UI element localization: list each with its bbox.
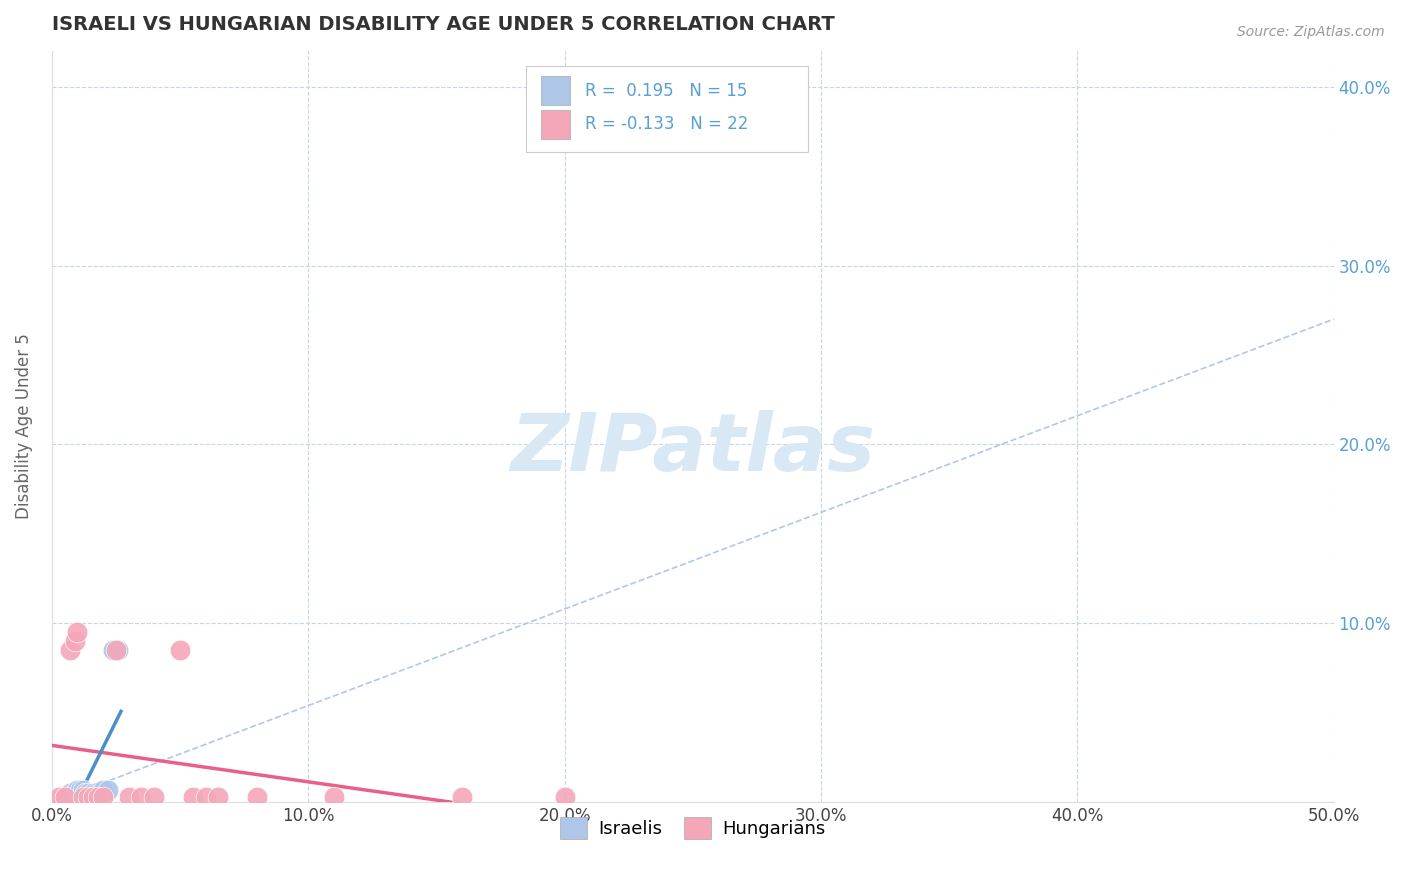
- Point: [72, 782, 94, 797]
- Point: [48, 789, 70, 804]
- Y-axis label: Disability Age Under 5: Disability Age Under 5: [15, 334, 32, 519]
- Point: [169, 643, 191, 657]
- Point: [53, 789, 76, 804]
- Point: [87, 784, 110, 798]
- Point: [107, 643, 129, 657]
- Point: [82, 789, 104, 804]
- Point: [194, 789, 217, 804]
- Point: [553, 789, 575, 804]
- Point: [66, 625, 89, 640]
- Point: [69, 782, 91, 797]
- Point: [59, 643, 82, 657]
- Point: [91, 782, 114, 797]
- Point: [72, 789, 94, 804]
- Point: [59, 786, 82, 800]
- Point: [143, 789, 166, 804]
- Point: [207, 789, 229, 804]
- Point: [76, 786, 98, 800]
- FancyBboxPatch shape: [541, 77, 569, 105]
- Point: [246, 789, 269, 804]
- Point: [322, 789, 344, 804]
- Point: [75, 786, 97, 800]
- Text: ZIPatlas: ZIPatlas: [510, 410, 875, 488]
- FancyBboxPatch shape: [541, 111, 569, 139]
- Point: [53, 789, 76, 804]
- Point: [104, 643, 127, 657]
- Text: R =  0.195   N = 15: R = 0.195 N = 15: [585, 82, 748, 100]
- Point: [76, 789, 98, 804]
- Text: Source: ZipAtlas.com: Source: ZipAtlas.com: [1237, 25, 1385, 39]
- Point: [82, 786, 104, 800]
- Point: [89, 786, 111, 800]
- Point: [131, 789, 153, 804]
- FancyBboxPatch shape: [526, 66, 808, 153]
- Text: R = -0.133   N = 22: R = -0.133 N = 22: [585, 115, 748, 134]
- Point: [63, 634, 86, 648]
- Point: [103, 643, 125, 657]
- Point: [91, 789, 114, 804]
- Point: [87, 789, 110, 804]
- Point: [97, 782, 120, 797]
- Text: ISRAELI VS HUNGARIAN DISABILITY AGE UNDER 5 CORRELATION CHART: ISRAELI VS HUNGARIAN DISABILITY AGE UNDE…: [52, 15, 835, 34]
- Point: [63, 786, 86, 800]
- Point: [451, 789, 474, 804]
- Legend: Israelis, Hungarians: Israelis, Hungarians: [553, 809, 832, 846]
- Point: [118, 789, 141, 804]
- Point: [181, 789, 204, 804]
- Point: [66, 782, 89, 797]
